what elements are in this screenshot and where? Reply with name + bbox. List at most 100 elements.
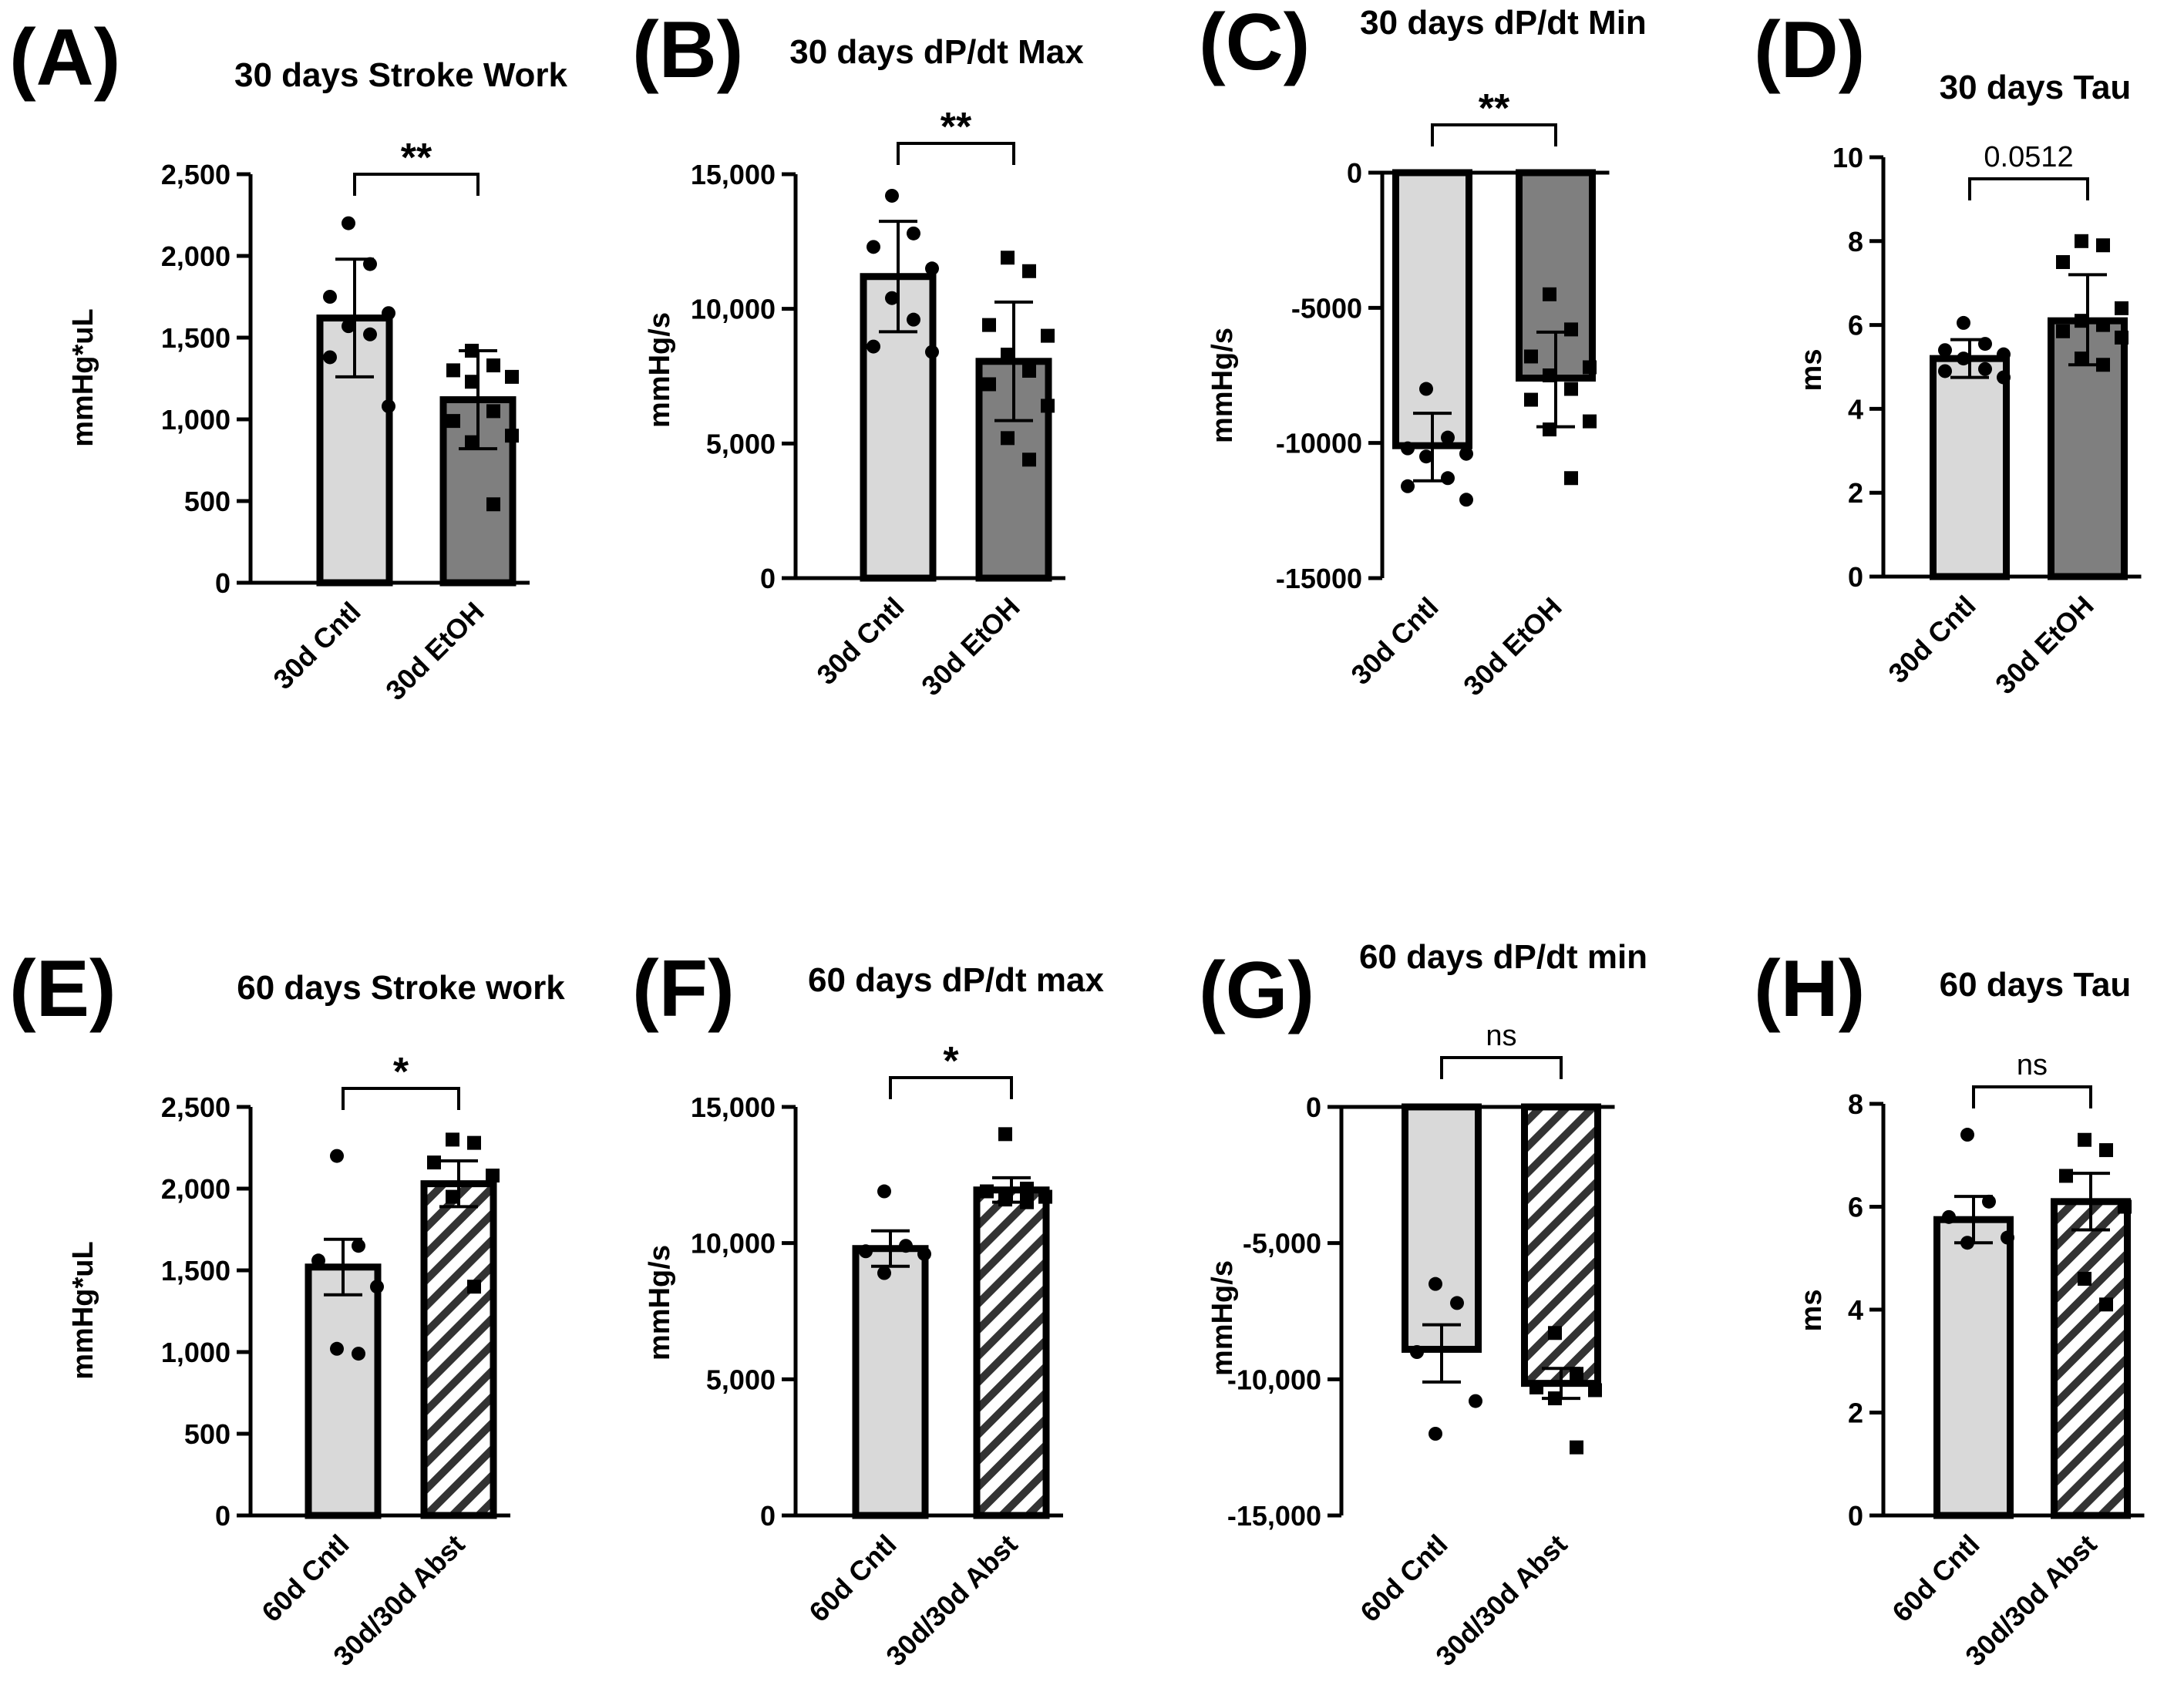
y-tick-label: 8 (1848, 1088, 1863, 1120)
data-point (1997, 370, 2011, 385)
y-tick-label: 2 (1848, 1398, 1863, 1429)
y-tick-label: 10,000 (691, 1228, 776, 1260)
data-point (1548, 1326, 1562, 1340)
y-tick-label: 2,500 (161, 1092, 231, 1123)
x-tick-label: 30d Cntl (810, 591, 910, 691)
data-point (1450, 1296, 1464, 1310)
y-axis-label: mmHg*uL (67, 308, 99, 446)
y-tick-label: 0 (1306, 1092, 1321, 1123)
data-point (1419, 382, 1433, 396)
data-point (323, 350, 337, 365)
data-point (2115, 330, 2128, 345)
data-point (1524, 349, 1538, 364)
y-axis-label: mmHg/s (1206, 1260, 1239, 1376)
y-tick-label: 4 (1848, 393, 1863, 425)
y-tick-label: -10,000 (1227, 1364, 1321, 1395)
data-point (486, 358, 500, 373)
significance-bracket (1968, 177, 2089, 200)
x-tick-label: 60d Cntl (255, 1529, 355, 1628)
significance-bracket (1440, 1056, 1563, 1079)
x-tick-label: 30d Cntl (1882, 590, 1981, 689)
data-point (1543, 422, 1556, 437)
significance-bracket (897, 142, 1015, 165)
y-tick-label: 5,000 (706, 1364, 776, 1395)
data-point (505, 429, 519, 443)
y-tick-label: 2 (1848, 477, 1863, 509)
y-tick-label: -15,000 (1227, 1500, 1321, 1532)
data-point (2099, 1297, 2113, 1312)
data-point (1001, 251, 1015, 265)
data-point (330, 1341, 344, 1356)
chart-title: 30 days dP/dt Max (789, 33, 1084, 71)
data-point (370, 1280, 384, 1294)
data-point (907, 312, 920, 327)
y-tick-label: 10 (1832, 142, 1863, 173)
data-point (486, 497, 500, 512)
chart-title: 60 days Stroke work (237, 969, 565, 1007)
data-point (925, 345, 939, 359)
data-point (363, 327, 377, 341)
chart-title: 60 days dP/dt min (1359, 938, 1647, 976)
data-point (2075, 234, 2088, 248)
significance-bracket (889, 1076, 1013, 1099)
data-point (446, 1132, 459, 1147)
data-point (982, 318, 996, 332)
data-point (1543, 368, 1556, 382)
data-point (1588, 1383, 1602, 1398)
data-point (465, 435, 479, 449)
y-tick-label: 0 (1848, 1500, 1863, 1532)
significance-label: * (393, 1050, 409, 1095)
data-point (1401, 441, 1415, 456)
significance-label: ** (1479, 86, 1510, 131)
data-point (1957, 352, 1970, 366)
x-tick-label: 30d EtOH (1989, 590, 2100, 701)
data-point (1524, 392, 1538, 407)
y-tick-label: 15,000 (691, 1092, 776, 1123)
y-tick-label: 0 (215, 567, 231, 599)
data-point (877, 1266, 891, 1280)
y-tick-label: 4 (1848, 1294, 1863, 1326)
data-point (2096, 358, 2110, 372)
data-point (465, 343, 479, 358)
data-point (1957, 315, 1970, 330)
x-tick-label: 60d Cntl (803, 1529, 902, 1628)
data-point (1564, 382, 1578, 396)
x-tick-label: 30d EtOH (379, 596, 490, 707)
chart-title: 30 days Tau (1940, 69, 2132, 106)
data-point (1429, 1427, 1442, 1441)
data-point (1041, 328, 1055, 343)
significance-label: ns (2017, 1049, 2048, 1081)
data-point (1938, 343, 1952, 358)
data-point (1529, 1380, 1543, 1394)
data-point (446, 414, 460, 429)
chart-title: 30 days Stroke Work (234, 56, 568, 94)
y-tick-label: -5000 (1291, 292, 1362, 324)
data-point (1583, 414, 1597, 429)
significance-bracket (1972, 1085, 2092, 1108)
data-point (1038, 1189, 1052, 1204)
panel-letter: (B) (632, 5, 743, 95)
data-point (1022, 264, 1036, 278)
x-tick-label: 30d EtOH (915, 591, 1026, 702)
y-axis-label: mmHg/s (1206, 328, 1239, 443)
data-point (363, 257, 377, 271)
data-point (2099, 1143, 2113, 1158)
x-tick-label: 60d Cntl (1886, 1529, 1985, 1628)
y-tick-label: 0 (215, 1500, 231, 1532)
bar-1 (1930, 355, 2010, 580)
y-tick-label: 10,000 (691, 294, 776, 325)
y-tick-label: 1,500 (161, 322, 231, 354)
y-tick-label: 15,000 (691, 159, 776, 190)
data-point (1548, 1391, 1562, 1406)
y-axis-label: mmHg/s (644, 312, 676, 428)
data-point (1441, 471, 1455, 486)
panel-letter: (E) (9, 944, 116, 1034)
y-tick-label: 500 (184, 486, 231, 517)
chart-panel-1: (A) 30 days Stroke Work mmHg*uL 0 500 1,000 1,… (9, 13, 568, 706)
data-point (323, 290, 337, 304)
chart-panel-5: (E) 60 days Stroke work mmHg*uL 0 500 1,000 1,… (9, 944, 565, 1672)
data-point (352, 1239, 365, 1253)
data-point (1978, 362, 1992, 376)
data-point (446, 363, 460, 378)
data-point (427, 1155, 441, 1170)
